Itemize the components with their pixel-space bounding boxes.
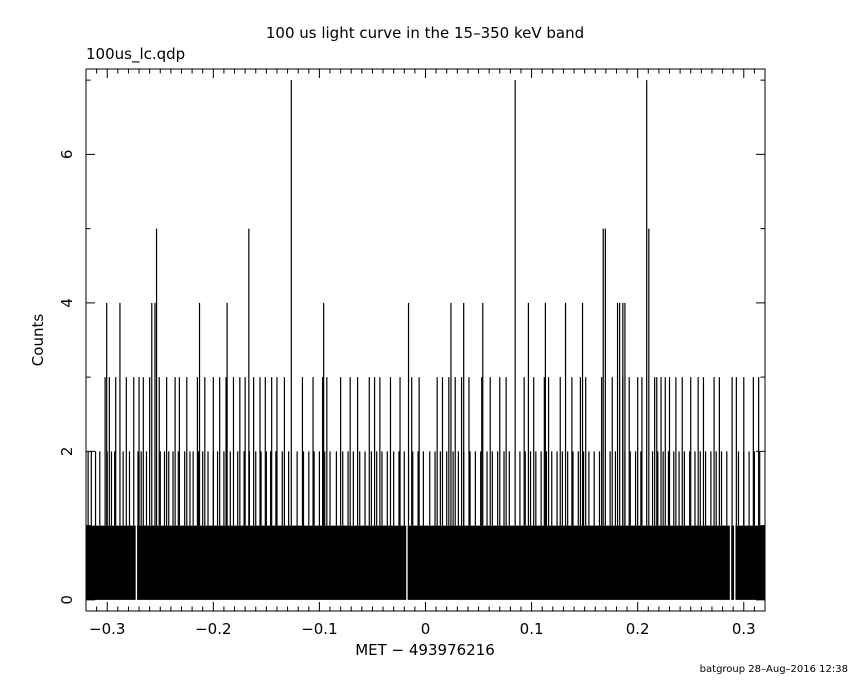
x-tick-label: 0.2 <box>626 620 650 638</box>
baseline-bins <box>86 525 765 600</box>
y-tick-label: 2 <box>58 447 76 457</box>
empty-bin <box>135 525 138 601</box>
y-tick-label: 0 <box>58 595 76 605</box>
empty-bin <box>734 525 736 601</box>
x-tick-label: 0 <box>421 620 431 638</box>
axis-ticks <box>85 69 766 611</box>
empty-bin <box>729 525 732 601</box>
footer-credit: batgroup 28–Aug–2016 12:38 <box>700 664 848 675</box>
x-tick-label: −0.3 <box>89 620 125 638</box>
x-tick-label: 0.1 <box>520 620 544 638</box>
tick-labels: −0.3 −0.2 −0.1 0 0.1 0.2 0.3 0 2 4 6 <box>58 150 756 638</box>
x-tick-label: −0.1 <box>301 620 337 638</box>
y-tick-label: 6 <box>58 150 76 160</box>
empty-bin <box>406 525 408 601</box>
x-tick-label: 0.3 <box>732 620 756 638</box>
chart-title: 100 us light curve in the 15–350 keV ban… <box>266 24 584 42</box>
y-axis-label: Counts <box>29 314 47 367</box>
y-tick-label: 4 <box>58 298 76 308</box>
histogram-bars <box>86 80 765 601</box>
x-axis-label: MET − 493976216 <box>355 641 495 659</box>
x-tick-label: −0.2 <box>195 620 231 638</box>
chart-subtitle: 100us_lc.qdp <box>86 45 185 64</box>
